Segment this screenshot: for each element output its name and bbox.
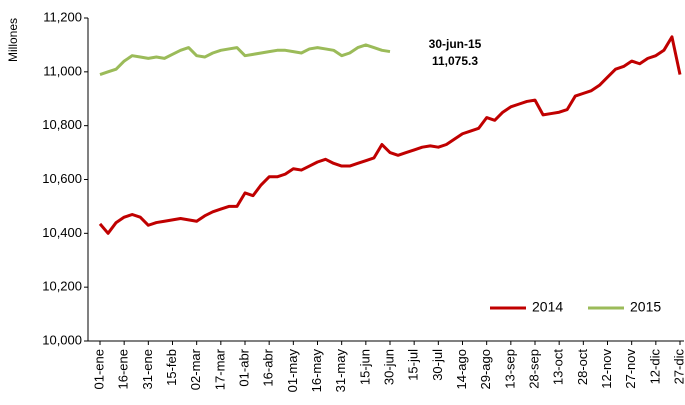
series-line	[99, 43, 391, 76]
y-tick-label: 10,400	[42, 225, 82, 240]
x-tick-label: 13-oct	[551, 349, 566, 386]
x-tick-label: 28-oct	[575, 349, 590, 386]
x-tick-label: 14-ago	[454, 349, 469, 389]
x-tick-label: 12-nov	[599, 349, 614, 389]
x-tick-label: 31-ene	[140, 349, 155, 389]
x-tick-label: 12-dic	[647, 349, 662, 385]
x-tick-label: 16-abr	[261, 348, 276, 386]
x-tick-label: 01-abr	[236, 348, 251, 386]
y-tick-label: 10,200	[42, 279, 82, 294]
x-tick-label: 29-ago	[478, 349, 493, 389]
x-tick-label: 15-jun	[357, 349, 372, 385]
x-tick-label: 30-jul	[430, 349, 445, 381]
x-tick-label: 27-nov	[623, 349, 638, 389]
x-tick-label: 02-mar	[188, 348, 203, 390]
y-tick-label: 11,000	[43, 63, 82, 78]
x-tick-label: 15-feb	[164, 349, 179, 386]
x-tick-label: 15-jul	[406, 349, 421, 381]
annotation-date: 30-jun-15	[429, 37, 482, 51]
x-tick-label: 16-may	[309, 349, 324, 393]
x-tick-label: 31-may	[333, 349, 348, 393]
x-tick-label: 30-jun	[381, 349, 396, 385]
legend-label: 2015	[630, 299, 661, 315]
x-tick-label: 01-may	[285, 349, 300, 393]
annotation-value: 11,075.3	[432, 54, 478, 68]
series-line	[98, 35, 682, 235]
y-tick-label: 11,200	[43, 9, 82, 24]
y-tick-label: 10,800	[42, 117, 82, 132]
x-tick-label: 28-sep	[526, 349, 541, 389]
y-tick-label: 10,600	[42, 171, 82, 186]
x-tick-label: 17-mar	[212, 348, 227, 390]
x-tick-label: 13-sep	[502, 349, 517, 389]
x-tick-label: 27-dic	[671, 349, 685, 385]
y-tick-label: 10,000	[42, 332, 82, 347]
legend-label: 2014	[532, 299, 563, 315]
y-axis-label: Millones	[6, 18, 20, 62]
x-tick-label: 01-ene	[91, 349, 106, 389]
x-tick-label: 16-ene	[116, 349, 131, 389]
